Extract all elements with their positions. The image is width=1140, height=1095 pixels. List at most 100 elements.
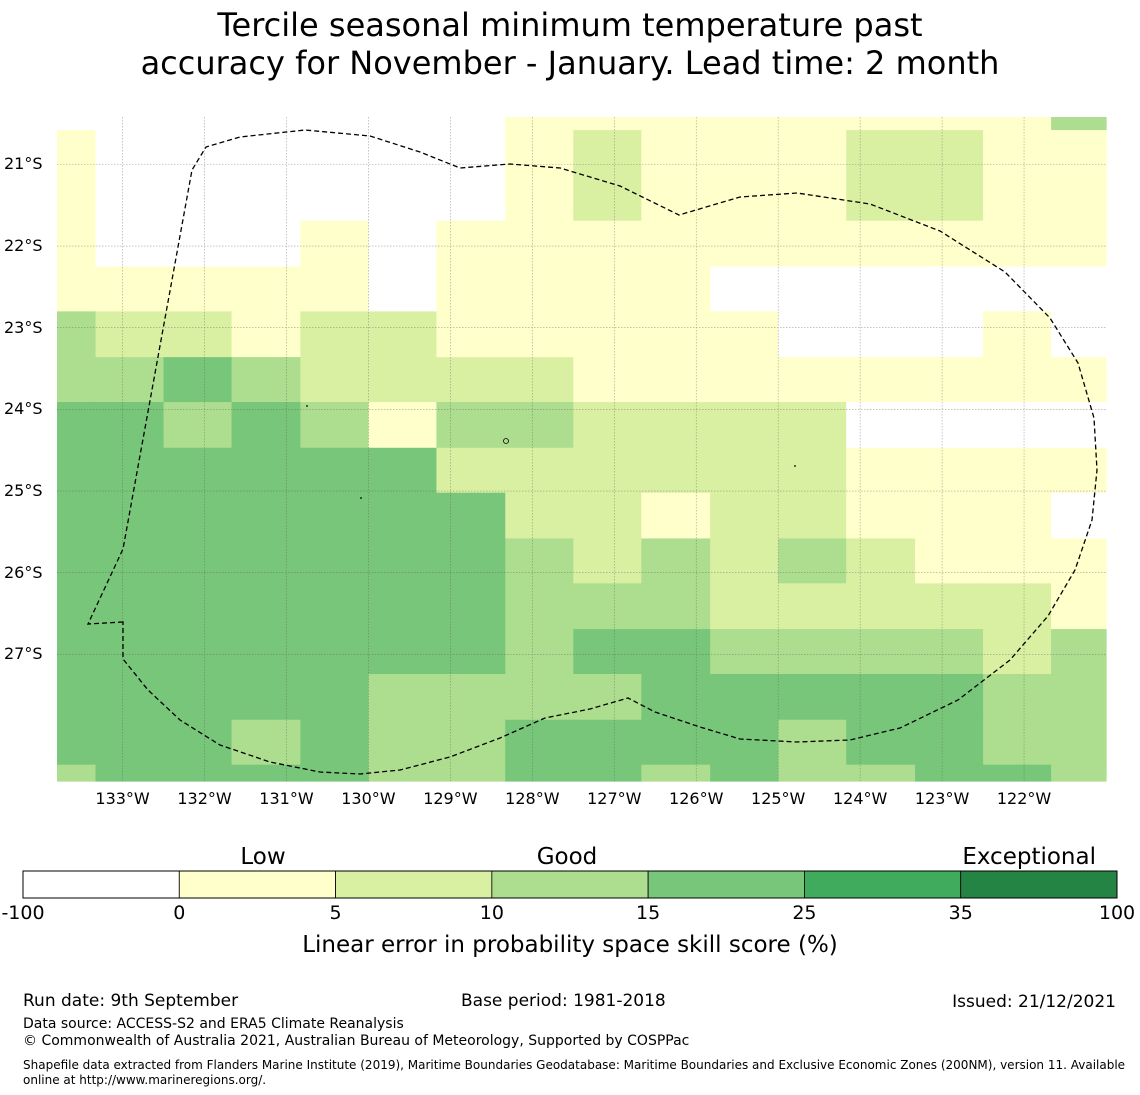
grid-cell: [710, 447, 779, 494]
longitude-label: 123°W: [914, 789, 970, 808]
grid-cell: [231, 220, 301, 268]
grid-cell: [300, 174, 370, 222]
island-dot: [306, 405, 308, 407]
grid-cell: [915, 130, 984, 176]
longitude-label: 129°W: [423, 789, 478, 808]
grid-cell: [231, 447, 301, 494]
grid-cell: [983, 357, 1052, 403]
grid-cell: [983, 629, 1052, 675]
grid-cell: [505, 492, 574, 540]
grid-cell: [57, 117, 97, 131]
grid-cell: [778, 311, 847, 358]
grid-cell: [95, 492, 165, 540]
grid-cell: [1051, 492, 1107, 540]
grid-cell: [846, 492, 916, 540]
grid-cell: [573, 117, 642, 131]
grid-cell: [573, 220, 642, 268]
grid-cell: [983, 764, 1052, 782]
colorbar-tick-label: 10: [479, 902, 504, 924]
grid-cell: [846, 629, 916, 675]
grid-cell: [710, 719, 779, 766]
grid-cell: [573, 174, 642, 222]
graticule: [57, 117, 1106, 781]
grid-cell: [368, 220, 438, 268]
grid-cell: [710, 583, 779, 630]
grid-cell: [846, 674, 916, 721]
grid-cell: [641, 674, 711, 721]
grid-cell: [368, 130, 438, 176]
grid-cell: [915, 764, 984, 782]
grid-cell: [436, 220, 506, 268]
grid-cell: [846, 117, 916, 131]
grid-cell: [778, 357, 847, 403]
grid-cell: [983, 117, 1052, 131]
grid-cell: [163, 538, 233, 584]
grid-cell: [95, 447, 165, 494]
grid-cell: [915, 266, 984, 312]
grid-cell: [641, 538, 711, 584]
grid-cell: [573, 130, 642, 176]
grid-cell: [368, 174, 438, 222]
grid-cell: [95, 311, 165, 358]
grid-cell: [710, 130, 779, 176]
grid-cell: [641, 174, 711, 222]
grid-cell: [915, 719, 984, 766]
colorbar-tick-label: 25: [792, 902, 817, 924]
grid-cell: [368, 357, 438, 403]
grid-cell: [915, 311, 984, 358]
grid-cell: [163, 492, 233, 540]
grid-cell: [57, 174, 97, 222]
grid-cell: [983, 492, 1052, 540]
grid-cell: [846, 764, 916, 782]
longitude-label: 130°W: [341, 789, 396, 808]
colorbar-tick-label: 15: [636, 902, 661, 924]
data-source: Data source: ACCESS-S2 and ERA5 Climate …: [23, 1016, 404, 1032]
grid-cell: [505, 629, 574, 675]
grid-cell: [915, 447, 984, 494]
grid-cell: [163, 117, 233, 131]
grid-cell: [573, 629, 642, 675]
grid-cell: [1051, 764, 1107, 782]
grid-cell: [368, 764, 438, 782]
grid-cell: [915, 402, 984, 449]
grid-cell: [983, 447, 1052, 494]
base-period: Base period: 1981-2018: [461, 991, 666, 1011]
grid-cell: [57, 583, 97, 630]
grid-cell: [505, 674, 574, 721]
grid-cell: [983, 402, 1052, 449]
grid-cell: [983, 266, 1052, 312]
grid-cell: [710, 764, 779, 782]
grid-cell: [846, 402, 916, 449]
grid-cell: [57, 764, 97, 782]
grid-cell: [710, 538, 779, 584]
grid-cell: [1051, 130, 1107, 176]
grid-cell: [505, 719, 574, 766]
grid-cell: [710, 117, 779, 131]
grid-cell: [300, 492, 370, 540]
longitude-label: 124°W: [832, 789, 888, 808]
grid-cell: [846, 130, 916, 176]
grid-cell: [231, 492, 301, 540]
grid-cell: [1051, 117, 1107, 131]
longitude-label: 132°W: [177, 789, 232, 808]
grid-cell: [368, 447, 438, 494]
grid-cell: [436, 117, 506, 131]
island-dot: [794, 465, 796, 467]
grid-cell: [436, 174, 506, 222]
grid-cell: [436, 266, 506, 312]
grid-cell: [983, 674, 1052, 721]
grid-cell: [1051, 357, 1107, 403]
grid-cell: [1051, 538, 1107, 584]
colorbar-tick-label: 35: [948, 902, 973, 924]
grid-cell: [231, 311, 301, 358]
grid-cell: [368, 629, 438, 675]
grid-cell: [300, 447, 370, 494]
grid-cell: [573, 311, 642, 358]
grid-cell: [57, 719, 97, 766]
grid-cell: [95, 220, 165, 268]
longitude-label: 127°W: [587, 789, 642, 808]
colorbar-tick-label: -100: [1, 902, 45, 924]
grid-cell: [368, 583, 438, 630]
grid-cell: [163, 674, 233, 721]
latitude-label: 26°S: [4, 562, 43, 582]
